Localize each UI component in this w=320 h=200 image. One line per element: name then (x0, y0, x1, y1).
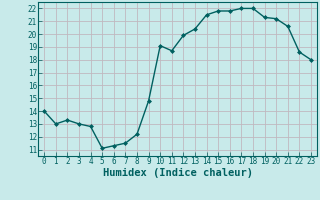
X-axis label: Humidex (Indice chaleur): Humidex (Indice chaleur) (103, 168, 252, 178)
